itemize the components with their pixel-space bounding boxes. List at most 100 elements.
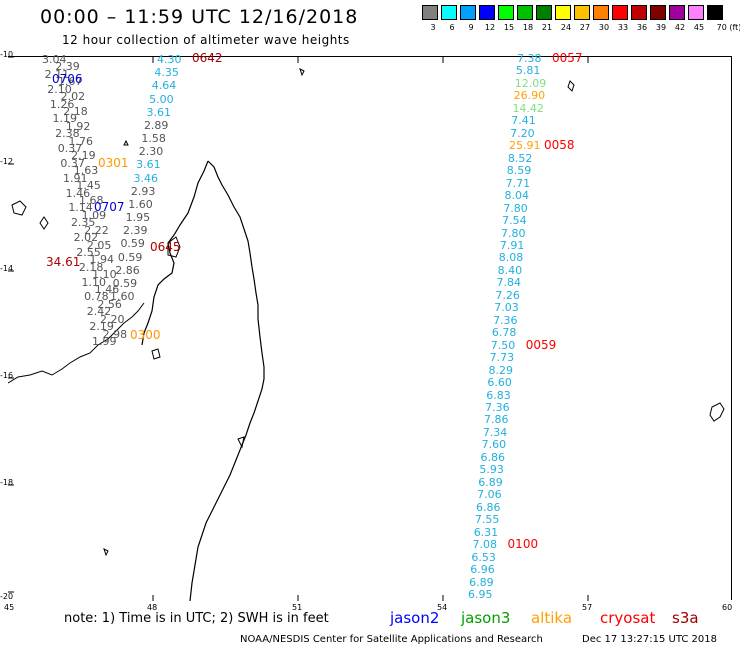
wave-height-value: 26.90	[513, 89, 546, 103]
wave-height-value: 1.09	[81, 208, 107, 222]
wave-height-value: 1.92	[65, 119, 91, 133]
wave-height-value: 0.59	[117, 250, 143, 264]
units-note: note: 1) Time is in UTC; 2) SWH is in fe…	[64, 611, 329, 626]
wave-height-value: 7.20	[510, 126, 535, 140]
wave-height-value: 7.54	[502, 214, 527, 228]
scale-label: 3	[430, 23, 436, 32]
scale-swatch	[555, 5, 571, 20]
y-axis-label: -10	[0, 50, 14, 59]
wave-height-value: 2.39	[123, 224, 148, 238]
wave-height-value: 7.41	[511, 114, 536, 128]
wave-height-value: 0.37	[57, 142, 83, 156]
y-axis-ticks	[8, 57, 14, 593]
wave-height-value: 6.89	[478, 475, 503, 489]
wave-height-value: 7.80	[503, 201, 528, 215]
wave-height-value: 2.02	[60, 90, 86, 104]
wave-height-value: 6.78	[491, 326, 517, 340]
wave-height-value: 4.35	[154, 66, 179, 80]
wave-height-value: 4.30	[157, 53, 182, 66]
scale-swatch	[441, 5, 457, 20]
wave-height-value: 1.14	[68, 201, 93, 215]
wave-height-value: 2.10	[47, 82, 72, 96]
pass-time-label: 0301	[98, 156, 129, 170]
pass-time-label: 0058	[544, 138, 575, 153]
wave-height-value: 2.30	[138, 145, 164, 159]
wave-height-value: 1.46	[65, 186, 91, 200]
scale-swatch	[612, 5, 628, 20]
pass-time-label: 0645	[150, 240, 181, 254]
pass-time-label: 0057	[552, 51, 583, 65]
pass-time-label: 0707	[94, 200, 125, 214]
wave-height-value: 6.86	[475, 500, 501, 514]
wave-height-value: 0.59	[120, 237, 145, 251]
x-axis-label: 57	[582, 603, 593, 612]
scale-swatch	[460, 5, 476, 20]
wave-height-value: 2.19	[71, 149, 96, 163]
wave-height-value: 2.38	[55, 127, 80, 141]
wave-height-value: 2.35	[70, 216, 96, 230]
wave-height-value: 6.86	[480, 450, 506, 464]
wave-height-value: 8.40	[497, 263, 523, 277]
wave-height-value: 7.38	[517, 52, 542, 65]
x-axis-ticks	[152, 57, 589, 601]
pass-time-label: 34.61	[46, 255, 81, 269]
wave-height-value: 2.05	[86, 238, 112, 252]
wave-height-value: 7.50	[490, 338, 516, 352]
madagascar-west-coast	[141, 160, 209, 346]
y-axis-label: -16	[0, 371, 14, 380]
map-title: 00:00 – 11:59 UTC 12/16/2018	[40, 6, 359, 28]
wave-height-value: 8.59	[506, 164, 532, 178]
scale-swatch	[479, 5, 495, 20]
wave-height-value: 2.11	[44, 67, 70, 81]
wave-height-value: 2.02	[73, 231, 99, 245]
wave-height-value: 6.53	[471, 550, 496, 564]
wave-height-value: 6.96	[470, 563, 495, 577]
x-axis-label: 54	[437, 603, 448, 612]
island-east	[709, 402, 725, 422]
wave-height-value: 0.37	[60, 156, 85, 170]
scale-label: 42	[674, 23, 686, 32]
wave-height-value: 5.93	[479, 463, 504, 477]
wave-height-value: 1.58	[141, 132, 166, 145]
wave-height-value: 7.73	[489, 351, 515, 365]
wave-height-value: 3.46	[133, 171, 159, 185]
x-axis-label: 48	[147, 603, 158, 612]
scale-swatch	[498, 5, 514, 20]
mayotte-island	[167, 236, 181, 258]
scale-swatch	[593, 5, 609, 20]
scale-swatch	[536, 5, 552, 20]
wave-height-value: 7.08	[472, 538, 498, 552]
wave-height-value: 1.10	[92, 268, 117, 282]
wave-height-value: 1.68	[79, 194, 104, 207]
wave-height-value: 2.22	[84, 223, 109, 237]
scale-label: 45	[693, 23, 705, 32]
wave-height-value: 7.36	[493, 313, 518, 327]
wave-height-value: 7.80	[501, 226, 526, 240]
wave-height-value: 6.95	[468, 588, 493, 601]
scale-label: 27	[579, 23, 591, 32]
wave-height-value: 1.46	[94, 283, 120, 297]
scale-label: 12	[484, 23, 496, 32]
comoros-island-2	[39, 216, 49, 230]
wave-height-value: 1.63	[73, 164, 99, 178]
satellite-legend-entry: jason3	[461, 609, 511, 627]
comoros-island	[11, 200, 27, 216]
scale-swatch	[422, 5, 438, 20]
generation-timestamp: Dec 17 13:27:15 UTC 2018	[582, 634, 717, 645]
scale-label: 39	[655, 23, 667, 32]
wave-height-value: 1.76	[68, 134, 93, 148]
scale-label: 21	[541, 23, 553, 32]
africa-coast	[8, 302, 145, 384]
y-axis-label: -14	[0, 264, 14, 273]
scale-label: 6	[449, 23, 455, 32]
satellite-legend-entry: cryosat	[600, 609, 656, 627]
satellite-legend-entry: altika	[531, 609, 573, 627]
scale-label: 36	[636, 23, 648, 32]
wave-height-value: 2.98	[102, 327, 128, 341]
islet-3	[151, 348, 161, 360]
scale-label: 24	[560, 23, 572, 32]
scale-swatch	[688, 5, 704, 20]
wave-height-value: 5.00	[149, 92, 174, 106]
scale-swatch	[631, 5, 647, 20]
wave-height-value: 0.59	[112, 276, 138, 290]
